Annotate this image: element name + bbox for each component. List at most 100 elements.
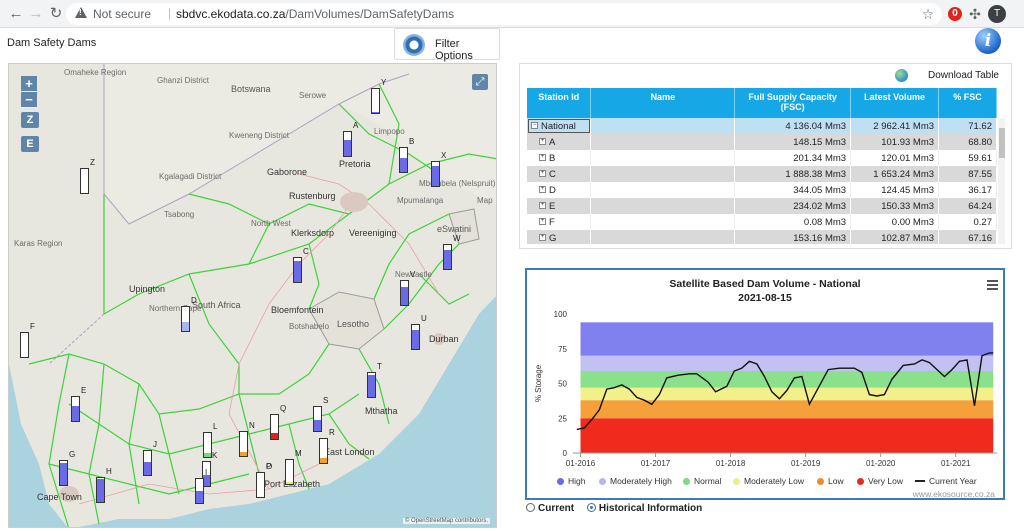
dam-bar-e[interactable] [71, 396, 80, 422]
dam-bar-o[interactable] [256, 472, 265, 498]
column-header[interactable]: Station Id [527, 88, 592, 118]
current-radio[interactable] [526, 503, 535, 512]
zoom-out-button[interactable]: − [21, 92, 37, 108]
browser-toolbar: ← → ↻ Not secure | sbdvc.ekodata.co.za/D… [0, 0, 1024, 28]
scrollbar-thumb[interactable] [999, 128, 1005, 158]
column-header[interactable]: Full Supply Capacity (FSC) [734, 88, 852, 118]
dam-bar-f[interactable] [20, 332, 29, 358]
historical-radio[interactable] [586, 503, 596, 512]
legend-item[interactable]: Normal [683, 476, 721, 486]
dam-bar-w[interactable] [443, 244, 452, 270]
dam-bar-i[interactable] [195, 478, 204, 504]
dam-bar-d[interactable] [181, 306, 190, 332]
dam-bar-c[interactable] [293, 257, 302, 283]
url-separator: | [168, 6, 172, 20]
dam-bar-y[interactable] [371, 88, 380, 114]
dam-bar-z[interactable] [80, 168, 89, 194]
zoom-in-button[interactable]: + [21, 76, 37, 92]
info-icon[interactable]: i [975, 28, 1001, 54]
column-header[interactable]: Name [590, 88, 736, 118]
legend-line-marker [915, 480, 925, 482]
globe-icon[interactable] [895, 69, 908, 82]
collapse-icon[interactable]: − [531, 122, 538, 130]
expand-icon[interactable]: + [539, 170, 546, 178]
dam-bar-q[interactable] [270, 414, 279, 440]
current-label[interactable]: Current [538, 503, 575, 514]
profile-avatar[interactable]: T [988, 5, 1006, 23]
dam-bar-label: S [323, 396, 329, 405]
legend-item[interactable]: Moderately High [599, 476, 672, 486]
legend-item[interactable]: Current Year [915, 476, 977, 486]
column-header[interactable]: Latest Volume [850, 88, 940, 118]
dam-bar-x[interactable] [431, 161, 440, 187]
expand-icon[interactable]: ⤢ [472, 74, 488, 90]
expand-icon[interactable]: + [539, 186, 546, 194]
extension-badge-icon[interactable]: 0 [948, 7, 962, 21]
legend-item[interactable]: Very Low [857, 476, 903, 486]
table-row[interactable]: + D 344.05 Mm3 124.45 Mm3 36.17 [527, 182, 997, 198]
map-place-label: Botswana [231, 84, 271, 94]
dam-bar-m[interactable] [285, 459, 294, 485]
dam-bar-b[interactable] [399, 147, 408, 173]
expand-icon[interactable]: + [539, 154, 546, 162]
table-row[interactable]: + E 234.02 Mm3 150.33 Mm3 64.24 [527, 198, 997, 214]
expand-icon[interactable]: + [539, 138, 546, 146]
x-tick-label: 01-2019 [791, 459, 821, 468]
map-attribution[interactable]: © OpenStreetMap contributors. [402, 518, 490, 524]
map-place-label: Newcastle [395, 270, 432, 279]
extent-e-button[interactable]: E [21, 136, 39, 152]
dam-bar-u[interactable] [411, 324, 420, 350]
table-scrollbar[interactable] [998, 118, 1005, 244]
dam-bar-v[interactable] [400, 280, 409, 306]
legend-item[interactable]: Moderately Low [733, 476, 804, 486]
dam-bar-j[interactable] [143, 450, 152, 476]
table-row[interactable]: + C 1 888.38 Mm3 1 653.24 Mm3 87.55 [527, 166, 997, 182]
dam-bar-h[interactable] [96, 477, 105, 503]
series-line-current-year[interactable] [576, 352, 994, 431]
column-header[interactable]: % FSC [938, 88, 997, 118]
chart-credit[interactable]: www.ekosource.co.za [912, 489, 995, 499]
star-icon[interactable]: ☆ [921, 6, 935, 22]
back-arrow-icon[interactable]: ← [8, 5, 24, 22]
chart-menu-icon[interactable] [987, 280, 998, 292]
dam-bar-n[interactable] [239, 431, 248, 457]
forward-arrow-icon[interactable]: → [28, 5, 44, 22]
dam-bar-a[interactable] [343, 131, 352, 157]
address-bar[interactable]: Not secure | sbdvc.ekodata.co.za/DamVolu… [66, 3, 942, 25]
page-title: Dam Safety Dams [7, 37, 97, 49]
puzzle-icon[interactable]: ✣ [969, 6, 981, 22]
dam-bar-t[interactable] [367, 372, 376, 398]
not-secure-label[interactable]: Not secure [93, 7, 152, 21]
legend-dot-marker [557, 478, 564, 485]
table-row[interactable]: + A 148.15 Mm3 101.93 Mm3 68.80 [527, 134, 997, 150]
y-tick-label: 75 [558, 345, 567, 354]
y-tick-label: 0 [563, 449, 568, 458]
dam-bar-k[interactable] [202, 461, 211, 487]
dam-bar-fill [368, 375, 375, 397]
dam-bar-label: H [106, 467, 112, 476]
filter-options-button[interactable]: Filter Options [394, 28, 500, 62]
dam-map[interactable]: + − Z E ⤢ Botswana South Africa Lesotho eSw… [8, 63, 497, 528]
download-table-link[interactable]: Download Table [928, 70, 999, 81]
expand-icon[interactable]: + [539, 202, 546, 210]
zoom-z-button[interactable]: Z [21, 112, 39, 128]
dam-bar-r[interactable] [319, 438, 328, 464]
dam-bar-s[interactable] [313, 406, 322, 432]
reload-icon[interactable]: ↻ [49, 5, 63, 22]
legend-item[interactable]: Low [817, 476, 844, 486]
dam-bar-l[interactable] [203, 432, 212, 458]
legend-item[interactable]: High [557, 476, 585, 486]
dam-bar-g[interactable] [59, 460, 68, 486]
dam-bar-fill [196, 491, 203, 503]
url-text[interactable]: sbdvc.ekodata.co.za/DamVolumes/DamSafety… [176, 7, 454, 21]
dam-bar-label: G [69, 450, 76, 459]
table-row[interactable]: + B 201.34 Mm3 120.01 Mm3 59.61 [527, 150, 997, 166]
table-row[interactable]: − National 4 136.04 Mm3 2 962.41 Mm3 71.62 [527, 118, 997, 134]
chart-subtitle: 2021-08-15 [738, 292, 792, 304]
table-row[interactable]: + F 0.08 Mm3 0.00 Mm3 0.27 [527, 214, 997, 230]
x-tick-label: 01-2021 [941, 459, 971, 468]
expand-icon[interactable]: + [539, 218, 546, 226]
expand-icon[interactable]: + [539, 234, 546, 242]
table-row[interactable]: + G 153.16 Mm3 102.87 Mm3 67.16 [527, 230, 997, 244]
historical-label[interactable]: Historical Information [598, 503, 703, 514]
